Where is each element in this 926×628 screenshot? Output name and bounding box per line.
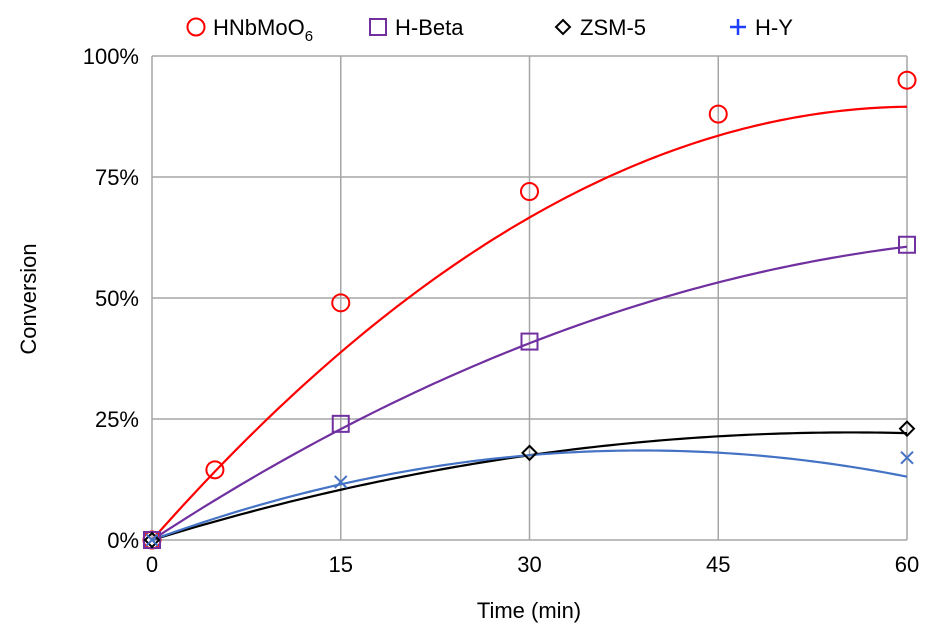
data-point-0-2	[331, 293, 351, 313]
legend-marker-1	[369, 18, 387, 36]
legend-subscript-0: 6	[305, 28, 313, 45]
y-axis-title: Conversion	[16, 243, 41, 354]
trend-curve-0	[151, 105, 908, 541]
legend-label-2: ZSM-5	[580, 15, 646, 40]
trend-curve-1	[151, 245, 908, 541]
legend-name-2: ZSM-5	[580, 15, 646, 40]
x-tick-label-2: 30	[517, 552, 541, 577]
data-point-2-2	[898, 420, 916, 438]
data-point-1-1	[331, 414, 350, 433]
data-point-0-5	[897, 70, 917, 90]
x-tick-label-3: 45	[706, 552, 730, 577]
x-tick-label-1: 15	[329, 552, 353, 577]
data-point-1-2	[520, 332, 539, 351]
data-point-0-1	[205, 460, 225, 480]
legend-name-0: HNbMoO	[213, 15, 305, 40]
data-markers	[142, 70, 917, 550]
legend-marker-0	[186, 17, 206, 37]
x-axis-title: Time (min)	[477, 598, 581, 623]
y-tick-label-4: 100%	[83, 44, 139, 69]
data-point-1-3	[898, 235, 916, 254]
legend-marker-3	[730, 19, 746, 35]
legend-label-3: H-Y	[755, 15, 793, 40]
legend-name-3: H-Y	[755, 15, 793, 40]
y-tick-label-1: 25%	[95, 407, 139, 432]
data-point-3-0	[145, 533, 159, 547]
y-tick-label-0: 0%	[107, 528, 139, 553]
trend-curves	[151, 105, 908, 542]
legend-label-0: HNbMoO6	[213, 15, 313, 45]
data-point-3-2	[900, 451, 914, 465]
x-tick-label-4: 60	[895, 552, 919, 577]
legend: HNbMoO6 H-Beta ZSM-5 H-Y	[186, 15, 793, 45]
data-point-2-1	[521, 444, 538, 462]
legend-name-1: H-Beta	[395, 15, 464, 40]
legend-marker-2	[554, 18, 572, 36]
y-tick-label-2: 50%	[95, 286, 139, 311]
trend-curve-3	[151, 449, 908, 542]
x-tick-label-0: 0	[146, 552, 158, 577]
data-point-0-3	[520, 182, 539, 202]
grid-lines	[151, 55, 908, 541]
y-tick-label-3: 75%	[95, 165, 139, 190]
data-point-3-1	[334, 475, 348, 489]
data-point-0-4	[708, 104, 728, 124]
data-point-2-0	[143, 531, 161, 549]
tick-labels: 0 15 30 45 60 0% 25% 50% 75% 100%	[83, 44, 920, 577]
legend-label-1: H-Beta	[395, 15, 464, 40]
